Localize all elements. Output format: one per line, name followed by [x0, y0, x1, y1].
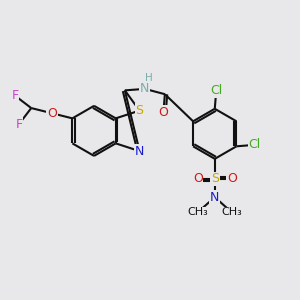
Text: N: N	[135, 145, 144, 158]
Text: H: H	[145, 73, 152, 83]
Text: S: S	[136, 104, 143, 117]
Text: F: F	[15, 118, 22, 131]
Text: S: S	[211, 172, 219, 185]
Text: Cl: Cl	[249, 138, 261, 151]
Text: CH₃: CH₃	[187, 207, 208, 218]
Text: O: O	[47, 107, 57, 120]
Text: O: O	[227, 172, 237, 185]
Text: F: F	[11, 89, 19, 102]
Text: CH₃: CH₃	[221, 207, 242, 218]
Text: O: O	[193, 172, 202, 185]
Text: O: O	[158, 106, 168, 119]
Text: N: N	[210, 190, 220, 204]
Text: N: N	[140, 82, 149, 95]
Text: Cl: Cl	[210, 84, 222, 97]
